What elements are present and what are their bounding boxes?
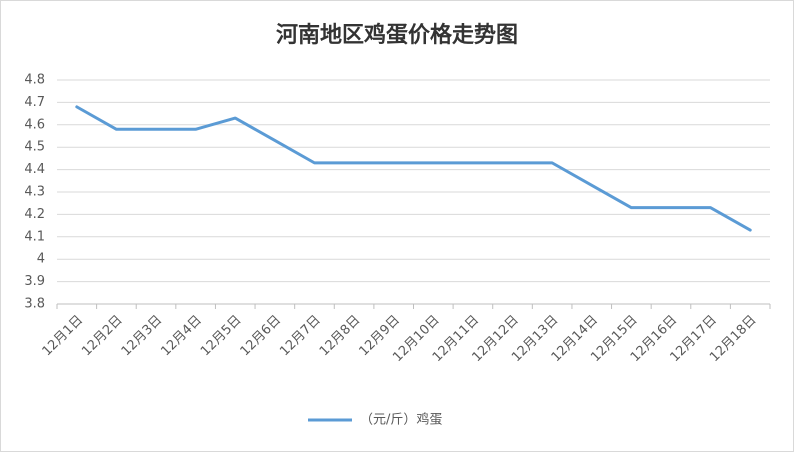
y-tick-label: 4.1	[24, 229, 45, 244]
y-tick-label: 4.2	[24, 207, 45, 222]
legend-label: （元/斤）鸡蛋	[360, 412, 442, 428]
y-tick-label: 3.8	[24, 297, 45, 312]
y-tick-label: 4	[37, 252, 45, 267]
chart-title: 河南地区鸡蛋价格走势图	[276, 22, 518, 48]
y-tick-label: 4.7	[24, 95, 45, 110]
data-line	[75, 105, 752, 232]
y-tick-label: 4.6	[24, 117, 45, 132]
y-tick-label: 4.5	[24, 140, 45, 155]
y-tick-label: 4.8	[24, 73, 45, 88]
y-tick-label: 3.9	[24, 274, 45, 289]
y-tick-label: 4.3	[24, 185, 45, 200]
y-tick-label: 4.4	[24, 162, 45, 177]
